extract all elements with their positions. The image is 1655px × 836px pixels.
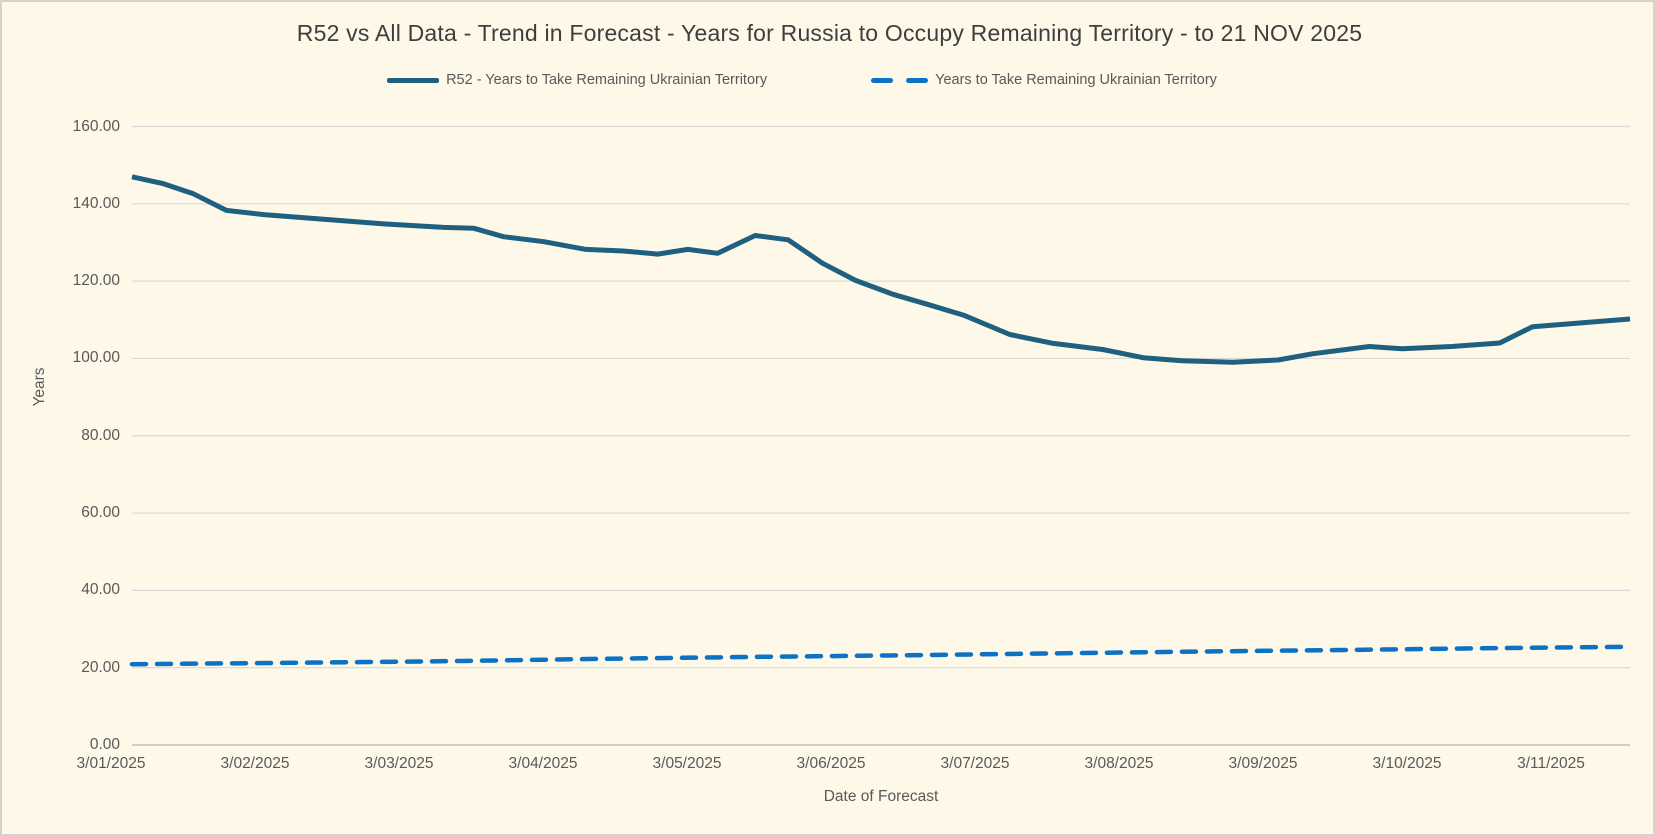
- x-tick-label: 3/11/2025: [1517, 755, 1585, 772]
- y-tick-label: 140.00: [72, 194, 120, 212]
- y-tick-label: 100.00: [72, 349, 120, 367]
- x-tick-label: 3/10/2025: [1372, 755, 1442, 772]
- legend-label-r52: R52 - Years to Take Remaining Ukrainian …: [446, 72, 768, 88]
- x-tick-label: 3/01/2025: [76, 755, 146, 772]
- legend-label-all-data: Years to Take Remaining Ukrainian Territ…: [935, 72, 1217, 88]
- x-tick-label: 3/08/2025: [1084, 755, 1154, 772]
- y-tick-label: 160.00: [72, 117, 120, 135]
- y-tick-label: 120.00: [72, 272, 120, 290]
- y-tick-label: 20.00: [81, 658, 120, 676]
- y-axis-title: Years: [31, 367, 48, 407]
- x-tick-label: 3/09/2025: [1228, 755, 1298, 772]
- x-tick-label: 3/06/2025: [796, 755, 866, 772]
- y-tick-label: 80.00: [81, 426, 120, 444]
- x-tick-label: 3/02/2025: [220, 755, 290, 772]
- legend: R52 - Years to Take Remaining Ukrainian …: [2, 72, 1602, 88]
- series-line-dashed: [129, 644, 1633, 667]
- x-axis-title: Date of Forecast: [823, 788, 939, 805]
- legend-item-all-data: Years to Take Remaining Ukrainian Territ…: [871, 72, 1217, 88]
- series-line-solid: [131, 174, 1631, 365]
- x-tick-label: 3/03/2025: [364, 755, 434, 772]
- legend-item-r52: R52 - Years to Take Remaining Ukrainian …: [387, 72, 767, 88]
- solid-line-swatch-icon: [387, 77, 440, 83]
- x-tick-label: 3/07/2025: [940, 755, 1010, 772]
- chart-title: R52 vs All Data - Trend in Forecast - Ye…: [296, 20, 1363, 46]
- y-tick-label: 60.00: [81, 504, 120, 522]
- y-tick-label: 0.00: [89, 736, 120, 753]
- x-tick-label: 3/05/2025: [652, 755, 722, 772]
- y-tick-label: 40.00: [81, 581, 120, 599]
- dashed-line-swatch-icon: [871, 77, 929, 83]
- x-tick-label: 3/04/2025: [508, 755, 578, 772]
